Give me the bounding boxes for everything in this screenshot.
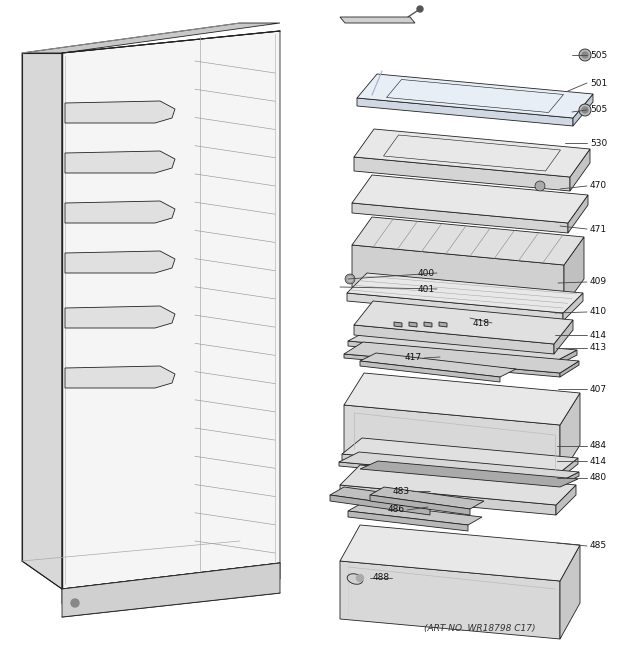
Polygon shape [342, 438, 578, 474]
Polygon shape [65, 366, 175, 388]
Text: 530: 530 [590, 139, 607, 147]
Text: 414: 414 [590, 457, 607, 465]
Polygon shape [344, 354, 560, 377]
Text: 488: 488 [373, 574, 390, 582]
Polygon shape [352, 245, 564, 307]
Polygon shape [347, 273, 583, 313]
Polygon shape [394, 322, 402, 327]
Polygon shape [558, 458, 578, 480]
Polygon shape [348, 331, 577, 360]
Polygon shape [370, 495, 470, 515]
Polygon shape [360, 361, 500, 382]
Circle shape [347, 276, 353, 282]
Polygon shape [339, 462, 559, 486]
Polygon shape [409, 322, 417, 327]
Polygon shape [573, 94, 593, 126]
Polygon shape [330, 487, 444, 509]
Text: 505: 505 [590, 106, 607, 114]
Polygon shape [352, 217, 584, 265]
Polygon shape [564, 237, 584, 307]
Polygon shape [560, 361, 579, 377]
Polygon shape [62, 563, 280, 617]
Text: 409: 409 [590, 278, 607, 286]
Polygon shape [348, 341, 558, 365]
Polygon shape [439, 322, 447, 327]
Polygon shape [340, 17, 415, 23]
Polygon shape [340, 525, 580, 581]
Polygon shape [357, 98, 573, 126]
Text: 501: 501 [590, 79, 607, 87]
Circle shape [579, 104, 591, 116]
Text: 480: 480 [590, 473, 607, 483]
Polygon shape [340, 465, 576, 505]
Text: 401: 401 [418, 284, 435, 293]
Text: 400: 400 [418, 268, 435, 278]
Polygon shape [339, 452, 579, 482]
Polygon shape [22, 23, 280, 53]
Polygon shape [424, 322, 432, 327]
Polygon shape [370, 487, 484, 509]
Polygon shape [347, 293, 563, 321]
Text: 505: 505 [590, 50, 607, 59]
Polygon shape [559, 472, 579, 486]
Text: 486: 486 [388, 506, 405, 514]
Polygon shape [330, 495, 430, 515]
Polygon shape [340, 485, 556, 515]
Polygon shape [360, 461, 578, 487]
Polygon shape [354, 325, 554, 354]
Polygon shape [570, 149, 590, 191]
Text: 485: 485 [590, 541, 607, 551]
Polygon shape [65, 151, 175, 173]
Polygon shape [65, 251, 175, 273]
Text: 410: 410 [590, 307, 607, 317]
Polygon shape [340, 561, 560, 639]
Polygon shape [354, 301, 573, 344]
Text: 470: 470 [590, 182, 607, 190]
Text: 417: 417 [405, 354, 422, 362]
Polygon shape [62, 31, 280, 589]
Polygon shape [568, 195, 588, 233]
Polygon shape [352, 175, 588, 223]
Polygon shape [558, 350, 577, 365]
Polygon shape [560, 393, 580, 477]
Polygon shape [65, 201, 175, 223]
Polygon shape [560, 545, 580, 639]
Polygon shape [22, 53, 62, 589]
Polygon shape [354, 157, 570, 191]
Text: 407: 407 [590, 385, 607, 393]
Circle shape [579, 49, 591, 61]
Polygon shape [563, 293, 583, 321]
Polygon shape [357, 74, 593, 118]
Circle shape [582, 52, 588, 58]
Text: 413: 413 [590, 344, 607, 352]
Text: 471: 471 [590, 225, 607, 233]
Text: 414: 414 [590, 330, 607, 340]
Text: 484: 484 [590, 442, 607, 451]
Polygon shape [354, 129, 590, 177]
Polygon shape [348, 503, 482, 525]
Polygon shape [344, 405, 560, 477]
Polygon shape [360, 353, 516, 377]
Text: 483: 483 [393, 486, 410, 496]
Circle shape [535, 181, 545, 191]
Polygon shape [348, 511, 468, 531]
Circle shape [345, 274, 355, 284]
Polygon shape [352, 203, 568, 233]
Polygon shape [556, 485, 576, 515]
Polygon shape [342, 454, 558, 480]
Polygon shape [344, 342, 579, 373]
Polygon shape [65, 101, 175, 123]
Polygon shape [344, 373, 580, 425]
Circle shape [417, 6, 423, 12]
Circle shape [582, 107, 588, 113]
Polygon shape [62, 563, 280, 604]
Circle shape [356, 574, 363, 582]
Polygon shape [554, 320, 573, 354]
Text: 418: 418 [473, 319, 490, 327]
Circle shape [71, 599, 79, 607]
Polygon shape [65, 306, 175, 328]
Text: (ART NO. WR18798 C17): (ART NO. WR18798 C17) [424, 625, 536, 633]
Ellipse shape [347, 574, 363, 584]
